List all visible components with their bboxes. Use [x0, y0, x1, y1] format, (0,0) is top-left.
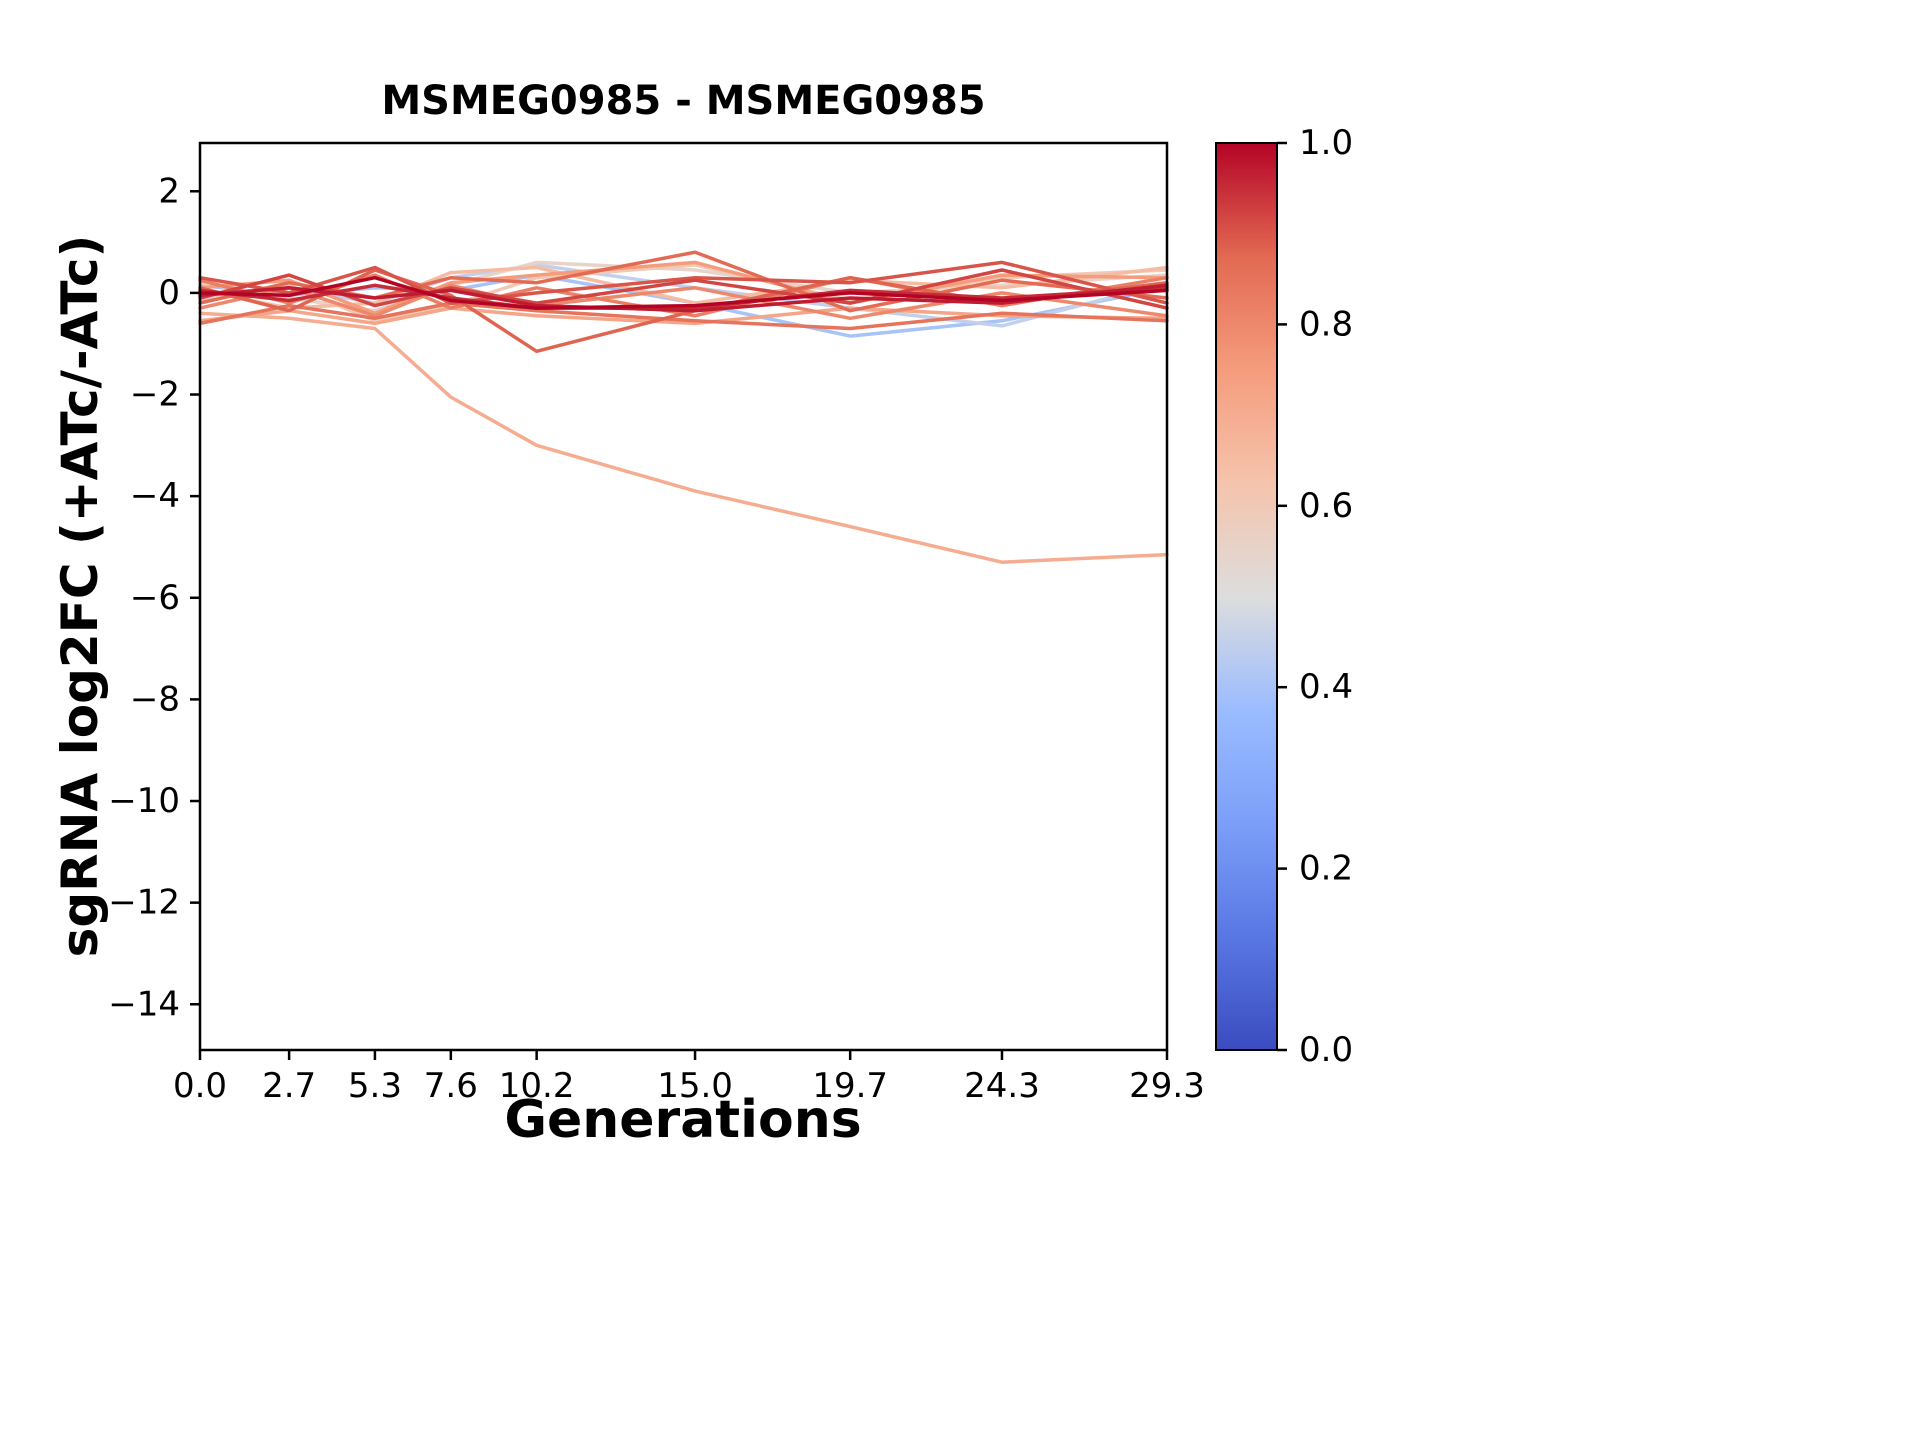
- y-tick-label: −12: [108, 883, 180, 923]
- chart-title: MSMEG0985 - MSMEG0985: [381, 78, 986, 124]
- series-line: [198, 260, 1169, 313]
- y-tick-label: −4: [130, 476, 180, 516]
- y-tick-label: −2: [130, 375, 180, 415]
- x-axis-label: Generations: [504, 1090, 862, 1150]
- y-tick-label: 0: [158, 273, 180, 313]
- colorbar-tick-label: 0.2: [1299, 849, 1353, 889]
- series-line: [198, 268, 1169, 310]
- series-line: [198, 301, 1169, 331]
- axes-border: [198, 141, 1169, 1052]
- colorbar-tick-label: 1.0: [1299, 123, 1353, 163]
- x-tick-label: 2.7: [262, 1066, 316, 1106]
- x-tick-label: 10.2: [499, 1066, 575, 1106]
- colorbar-tick-label: 0.0: [1299, 1030, 1353, 1070]
- x-tick-label: 7.6: [424, 1066, 478, 1106]
- x-tick-label: 24.3: [964, 1066, 1040, 1106]
- y-tick-label: 2: [158, 171, 180, 211]
- y-axis-label: sgRNA log2FC (+ATc/-ATc): [51, 234, 109, 958]
- series-line: [198, 275, 1169, 310]
- x-tick-label: 19.7: [812, 1066, 888, 1106]
- colorbar: [1215, 142, 1278, 1051]
- x-tick-label: 29.3: [1129, 1066, 1205, 1106]
- y-tick-label: −8: [130, 679, 180, 719]
- x-tick-label: 5.3: [348, 1066, 402, 1106]
- y-tick-label: −14: [108, 984, 180, 1024]
- y-tick-label: −6: [130, 578, 180, 618]
- colorbar-tick-label: 0.4: [1299, 667, 1353, 707]
- colorbar-tick-label: 0.8: [1299, 304, 1353, 344]
- series-line: [198, 306, 1169, 326]
- colorbar-tick-label: 0.6: [1299, 486, 1353, 526]
- series-line: [198, 311, 1169, 564]
- y-tick-label: −10: [108, 781, 180, 821]
- x-tick-label: 15.0: [657, 1066, 733, 1106]
- x-tick-label: 0.0: [173, 1066, 227, 1106]
